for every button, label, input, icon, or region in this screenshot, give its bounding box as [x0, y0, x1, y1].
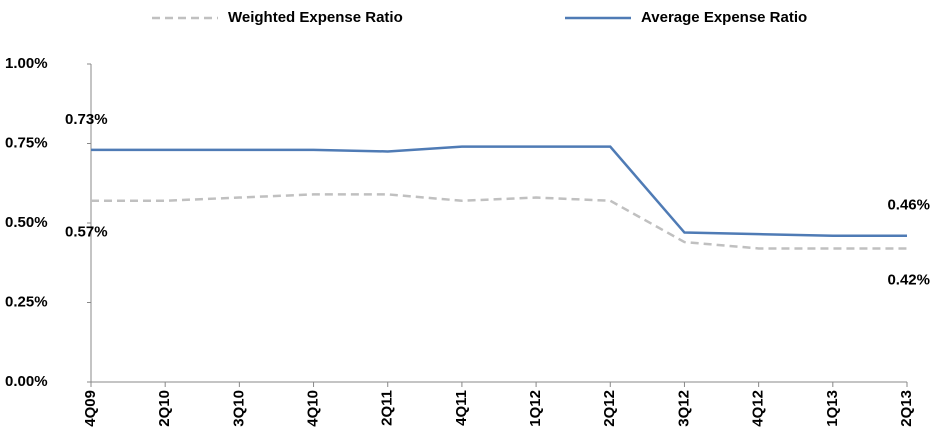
x-tick-label: 2Q13 [898, 390, 915, 427]
x-tick-label: 2Q11 [379, 390, 396, 426]
x-tick-label: 4Q11 [453, 390, 470, 426]
x-tick-label: 3Q10 [230, 390, 247, 427]
data-label: 0.42% [887, 271, 930, 288]
x-tick-label: 4Q10 [305, 390, 322, 427]
series-line [91, 145, 907, 237]
data-label: 0.73% [65, 111, 108, 128]
x-tick-label: 2Q10 [156, 390, 173, 427]
series-line [91, 193, 907, 250]
x-tick-label: 2Q12 [601, 390, 618, 427]
y-tick-label: 0.00% [5, 373, 48, 390]
y-tick-label: 0.50% [5, 214, 48, 231]
y-tick-label: 0.75% [5, 134, 48, 151]
x-tick-label: 1Q13 [824, 390, 841, 427]
legend-label: Average Expense Ratio [641, 9, 807, 26]
x-tick-label: 1Q12 [527, 390, 544, 427]
data-label: 0.46% [887, 197, 930, 214]
x-tick-label: 4Q12 [750, 390, 767, 427]
y-tick-label: 1.00% [5, 55, 48, 72]
x-tick-label: 3Q12 [675, 390, 692, 427]
legend-label: Weighted Expense Ratio [228, 9, 403, 26]
y-tick-label: 0.25% [5, 293, 48, 310]
data-label: 0.57% [65, 224, 108, 241]
x-tick-label: 4Q09 [82, 390, 99, 427]
